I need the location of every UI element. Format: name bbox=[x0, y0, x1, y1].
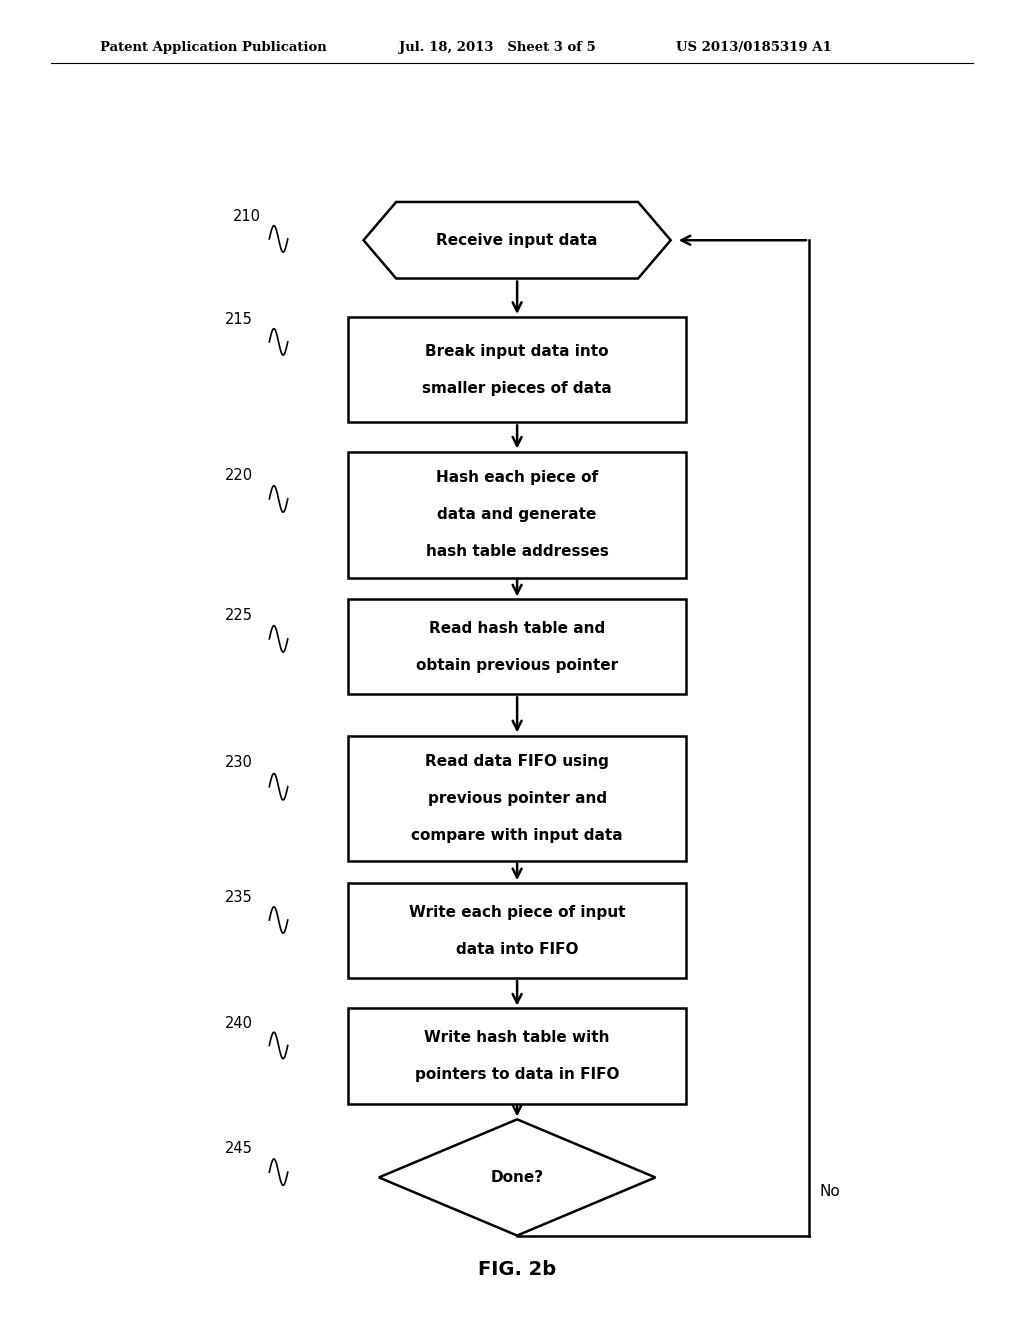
Text: Write hash table with: Write hash table with bbox=[424, 1030, 610, 1045]
Text: obtain previous pointer: obtain previous pointer bbox=[416, 657, 618, 673]
Text: Jul. 18, 2013   Sheet 3 of 5: Jul. 18, 2013 Sheet 3 of 5 bbox=[399, 41, 596, 54]
Text: 215: 215 bbox=[225, 312, 253, 327]
Text: previous pointer and: previous pointer and bbox=[428, 791, 606, 807]
Text: pointers to data in FIFO: pointers to data in FIFO bbox=[415, 1067, 620, 1082]
Bar bbox=[348, 737, 686, 861]
Text: US 2013/0185319 A1: US 2013/0185319 A1 bbox=[676, 41, 831, 54]
Text: data into FIFO: data into FIFO bbox=[456, 941, 579, 957]
Bar bbox=[348, 1008, 686, 1104]
Text: Read data FIFO using: Read data FIFO using bbox=[425, 754, 609, 770]
Text: 245: 245 bbox=[225, 1140, 253, 1156]
Text: Write each piece of input: Write each piece of input bbox=[409, 904, 626, 920]
Text: hash table addresses: hash table addresses bbox=[426, 544, 608, 560]
Text: Receive input data: Receive input data bbox=[436, 232, 598, 248]
Text: Hash each piece of: Hash each piece of bbox=[436, 470, 598, 486]
Text: 220: 220 bbox=[225, 467, 253, 483]
Text: data and generate: data and generate bbox=[437, 507, 597, 523]
Text: smaller pieces of data: smaller pieces of data bbox=[422, 380, 612, 396]
Polygon shape bbox=[364, 202, 671, 279]
Text: compare with input data: compare with input data bbox=[412, 828, 623, 843]
Text: Break input data into: Break input data into bbox=[425, 343, 609, 359]
Bar bbox=[348, 451, 686, 578]
Text: Patent Application Publication: Patent Application Publication bbox=[100, 41, 327, 54]
Text: 210: 210 bbox=[233, 209, 261, 224]
Polygon shape bbox=[379, 1119, 655, 1236]
Text: Read hash table and: Read hash table and bbox=[429, 620, 605, 636]
Text: No: No bbox=[819, 1184, 840, 1200]
Text: 240: 240 bbox=[225, 1015, 253, 1031]
Text: FIG. 2b: FIG. 2b bbox=[478, 1261, 556, 1279]
Text: 230: 230 bbox=[225, 755, 253, 771]
Text: 235: 235 bbox=[225, 890, 253, 906]
Bar bbox=[348, 599, 686, 694]
Text: 225: 225 bbox=[225, 607, 253, 623]
Bar bbox=[348, 317, 686, 422]
Text: Done?: Done? bbox=[490, 1170, 544, 1185]
Bar bbox=[348, 883, 686, 978]
